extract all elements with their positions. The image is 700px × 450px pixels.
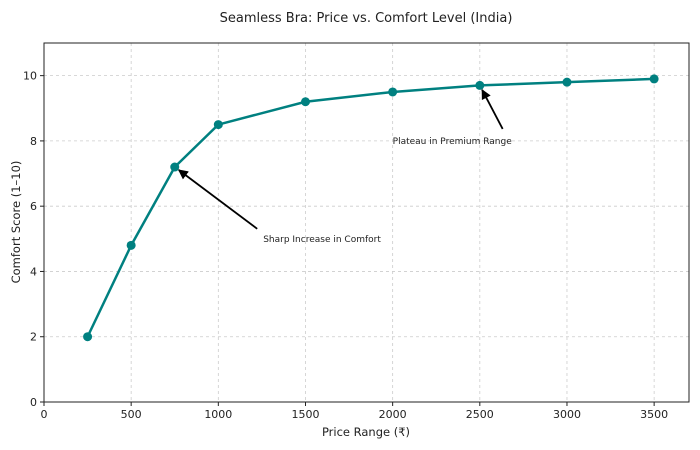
annotations: Sharp Increase in Comfort Plateau in Prem… [177,88,513,245]
annotation-arrow [177,169,258,230]
x-tick-label: 2000 [379,408,407,421]
grid-lines [43,43,689,403]
x-tick-label: 1500 [291,408,319,421]
series-line [86,77,655,338]
annotation-arrow [481,88,504,130]
data-point [170,162,180,172]
y-tick-label: 0 [30,396,37,409]
x-tick-label: 0 [41,408,48,421]
annotation-text: Plateau in Premium Range [393,137,513,147]
data-point [475,80,485,90]
data-series [83,74,659,342]
x-axis-label: Price Range (₹) [322,425,410,439]
data-point [388,87,398,97]
chart-title: Seamless Bra: Price vs. Comfort Level (I… [220,11,513,26]
y-tick-label: 10 [23,70,37,83]
y-tick-label: 8 [30,135,37,148]
x-tick-label: 1000 [204,408,232,421]
plot-frame [43,42,690,403]
y-axis-ticks: 0 2 4 6 8 10 [23,70,44,409]
data-point [83,332,93,342]
data-point [562,77,572,87]
y-tick-label: 4 [30,265,37,278]
data-point [649,74,659,84]
x-tick-label: 3500 [640,408,668,421]
x-tick-label: 500 [121,408,142,421]
y-tick-label: 6 [30,200,37,213]
data-point [213,120,223,130]
annotation-text: Sharp Increase in Comfort [263,235,381,245]
data-point [300,97,310,107]
x-axis-ticks: 0 500 1000 1500 2000 2500 3000 3500 [41,402,668,421]
y-tick-label: 2 [30,331,37,344]
y-axis-label: Comfort Score (1–10) [9,161,23,284]
x-tick-label: 2500 [466,408,494,421]
x-tick-label: 3000 [553,408,581,421]
data-point [126,240,136,250]
